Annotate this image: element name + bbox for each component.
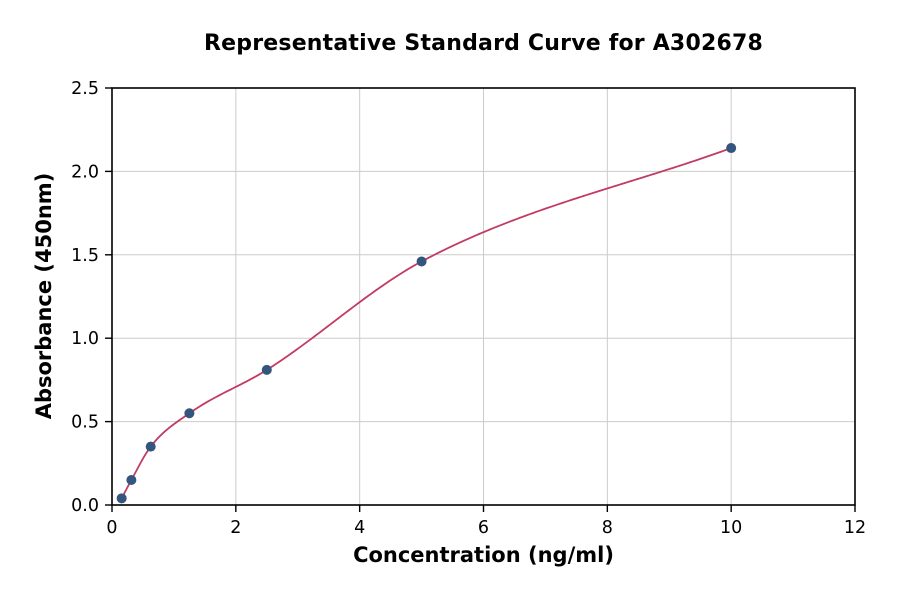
data-point [261,364,272,375]
data-point [726,143,737,154]
y-tick-label: 0.5 [71,413,99,433]
x-tick-label: 6 [478,518,489,538]
y-tick-label: 1.5 [71,246,99,266]
x-tick-label: 0 [106,518,117,538]
x-axis-label: Concentration (ng/ml) [353,543,614,567]
y-tick-label: 2.5 [71,79,99,99]
y-tick-label: 2.0 [71,162,99,182]
data-point [116,493,127,504]
chart-title: Representative Standard Curve for A30267… [204,31,763,56]
x-tick-label: 2 [230,518,241,538]
data-point [416,256,427,267]
y-tick-label: 1.0 [71,329,99,349]
data-point [126,474,137,485]
x-tick-label: 12 [844,518,866,538]
x-tick-label: 4 [354,518,365,538]
x-tick-label: 10 [720,518,742,538]
y-tick-label: 0.0 [71,496,99,516]
data-point [145,441,156,452]
data-point [184,408,195,419]
x-tick-label: 8 [602,518,613,538]
fit-curve [120,147,733,500]
